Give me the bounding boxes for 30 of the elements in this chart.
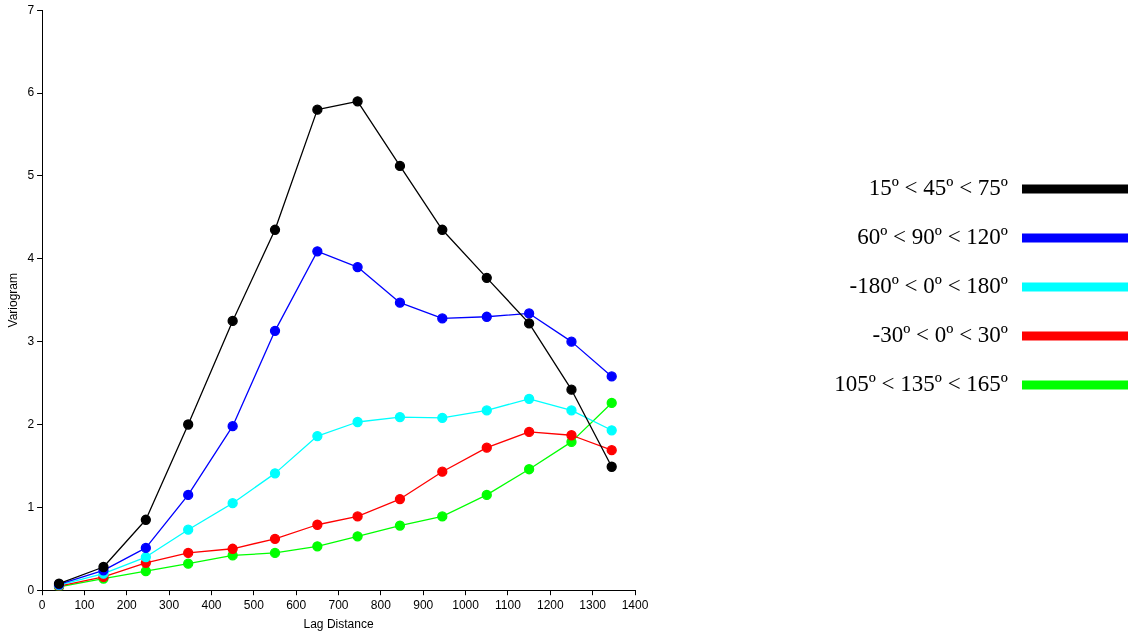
y-tick-label: 4 <box>27 251 35 266</box>
x-tick-label: 700 <box>328 597 349 612</box>
legend-label: 15º < 45º < 75º <box>868 175 1008 201</box>
x-axis-title: Lag Distance <box>303 617 374 632</box>
x-tick-label: 200 <box>116 597 138 612</box>
y-tick-label: 5 <box>27 168 35 183</box>
y-tick-label: 3 <box>27 333 35 348</box>
y-tick-label: 7 <box>27 2 35 17</box>
x-tick-label: 300 <box>159 597 180 612</box>
x-tick-label: 100 <box>74 597 95 612</box>
y-tick-label: 6 <box>27 85 35 100</box>
x-tick-label: 1100 <box>495 597 522 612</box>
x-tick-label: 1000 <box>452 597 480 612</box>
legend-label: 60º < 90º < 120º <box>857 224 1008 250</box>
legend-label: -30º < 0º < 30º <box>872 322 1008 348</box>
x-tick-label: 500 <box>243 597 265 612</box>
y-tick-label: 1 <box>27 499 35 514</box>
x-tick-label: 0 <box>38 597 46 612</box>
y-tick-label: 0 <box>27 582 35 597</box>
x-tick-label: 800 <box>370 597 392 612</box>
x-tick-label: 1400 <box>621 597 649 612</box>
x-tick-label: 900 <box>413 597 434 612</box>
x-tick-label: 600 <box>286 597 307 612</box>
y-tick-label: 2 <box>27 416 35 431</box>
x-tick-label: 1300 <box>579 597 607 612</box>
legend-label: -180º < 0º < 180º <box>849 273 1008 299</box>
x-tick-label: 400 <box>201 597 222 612</box>
legend-label: 105º < 135º < 165º <box>834 371 1008 397</box>
y-axis-title: Variogram <box>5 272 20 328</box>
x-tick-label: 1200 <box>536 597 564 612</box>
